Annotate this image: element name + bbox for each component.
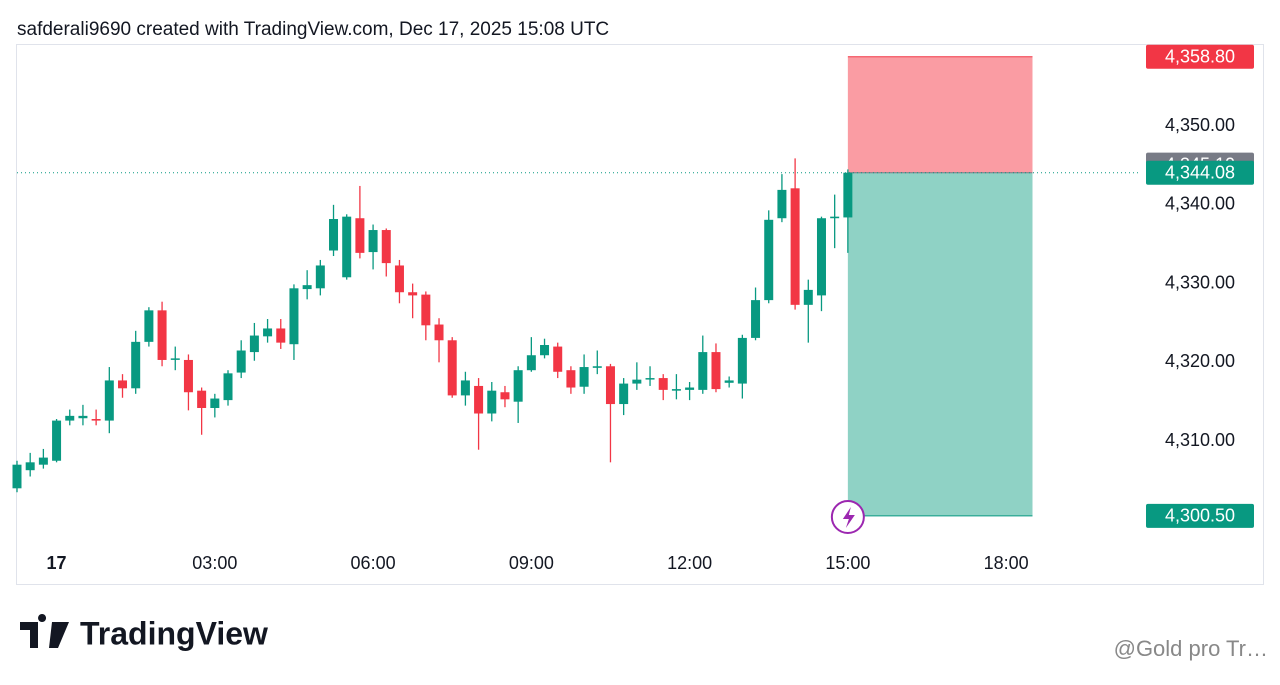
stop-label: 4,358.80 bbox=[1165, 47, 1235, 67]
x-tick-label: 15:00 bbox=[825, 553, 870, 573]
candle-body bbox=[104, 380, 114, 421]
candle-body bbox=[447, 340, 457, 396]
candle-body bbox=[711, 352, 721, 390]
event-badge bbox=[830, 500, 865, 534]
candle-body bbox=[12, 464, 22, 489]
target-label-box bbox=[1146, 503, 1254, 528]
candle-body bbox=[605, 366, 615, 405]
candle-body bbox=[144, 310, 154, 342]
y-tick-label: 4,310.00 bbox=[1165, 430, 1235, 450]
candle-body bbox=[263, 328, 273, 337]
candles bbox=[12, 158, 853, 493]
candle-body bbox=[223, 373, 233, 401]
candle-body bbox=[210, 398, 220, 408]
candle-body bbox=[434, 324, 444, 341]
candle-body bbox=[91, 419, 101, 421]
candle-body bbox=[474, 385, 484, 414]
candle-body bbox=[803, 289, 813, 305]
candle-body bbox=[632, 379, 642, 384]
candle-body bbox=[764, 219, 774, 301]
candle-body bbox=[289, 288, 299, 345]
candle-body bbox=[526, 355, 536, 371]
candle-body bbox=[52, 420, 62, 461]
candle-body bbox=[816, 218, 826, 296]
candle-body bbox=[315, 265, 325, 289]
candle-body bbox=[540, 345, 550, 356]
candle-body bbox=[368, 230, 378, 253]
target-label: 4,300.50 bbox=[1165, 506, 1235, 526]
candle-body bbox=[170, 358, 180, 360]
candle-body bbox=[329, 219, 339, 251]
candle-body bbox=[302, 285, 312, 290]
candle-body bbox=[381, 230, 391, 264]
candle-body bbox=[830, 216, 840, 219]
candle-body bbox=[38, 457, 48, 465]
stop-zone bbox=[847, 56, 1033, 173]
header: safderali9690 created with TradingView.c… bbox=[17, 19, 609, 40]
y-tick-label: 4,320.00 bbox=[1165, 351, 1235, 371]
candle-body bbox=[645, 378, 655, 380]
candle-body bbox=[724, 380, 734, 383]
x-tick-label: 09:00 bbox=[509, 553, 554, 573]
candle-body bbox=[566, 370, 576, 388]
badge-icon bbox=[842, 507, 855, 528]
entry-label: 4,344.08 bbox=[1165, 162, 1235, 182]
candle-body bbox=[78, 415, 88, 419]
y-tick-label: 4,330.00 bbox=[1165, 272, 1235, 292]
x-tick-label: 17 bbox=[47, 553, 67, 573]
frame bbox=[16, 44, 1264, 585]
candle-body bbox=[131, 341, 141, 389]
candle-body bbox=[421, 294, 431, 326]
candle-body bbox=[698, 352, 708, 390]
y-tick-label: 4,350.00 bbox=[1165, 115, 1235, 135]
candle-body bbox=[460, 380, 470, 396]
candle-body bbox=[513, 370, 523, 402]
candle-body bbox=[751, 300, 761, 338]
candle-body bbox=[843, 172, 853, 218]
x-tick-label: 18:00 bbox=[984, 553, 1029, 573]
candle-body bbox=[118, 380, 128, 389]
candle-body bbox=[737, 337, 747, 384]
x-tick-label: 12:00 bbox=[667, 553, 712, 573]
x-tick-label: 03:00 bbox=[192, 553, 237, 573]
candle-body bbox=[553, 346, 563, 372]
candle-body bbox=[487, 390, 497, 414]
candle-body bbox=[500, 392, 510, 400]
x-tick-label: 06:00 bbox=[351, 553, 396, 573]
candle-body bbox=[236, 350, 246, 373]
candle-body bbox=[355, 218, 365, 253]
candle-body bbox=[183, 359, 193, 393]
candle-body bbox=[671, 389, 681, 391]
candle-body bbox=[790, 188, 800, 305]
candle-body bbox=[25, 462, 35, 471]
candle-body bbox=[249, 335, 259, 353]
candle-body bbox=[619, 383, 629, 405]
brand-logo bbox=[20, 614, 69, 648]
watermark: @Gold pro Tr… bbox=[1114, 636, 1268, 661]
candle-body bbox=[394, 265, 404, 293]
candle-body bbox=[777, 189, 787, 219]
candle-body bbox=[592, 366, 602, 368]
candle-body bbox=[408, 292, 418, 296]
candle-body bbox=[157, 310, 167, 360]
entry-label-box bbox=[1146, 160, 1254, 185]
brand: TradingView bbox=[80, 615, 268, 651]
target-zone bbox=[847, 172, 1033, 516]
candle-body bbox=[197, 390, 207, 408]
candle-body bbox=[342, 216, 352, 278]
stop-label-box bbox=[1146, 44, 1254, 69]
candle-body bbox=[658, 378, 668, 390]
candle-body bbox=[65, 415, 75, 421]
candle-body bbox=[579, 367, 589, 387]
y-tick-label: 4,340.00 bbox=[1165, 194, 1235, 214]
candle-body bbox=[276, 328, 286, 343]
candle-body bbox=[685, 387, 695, 390]
